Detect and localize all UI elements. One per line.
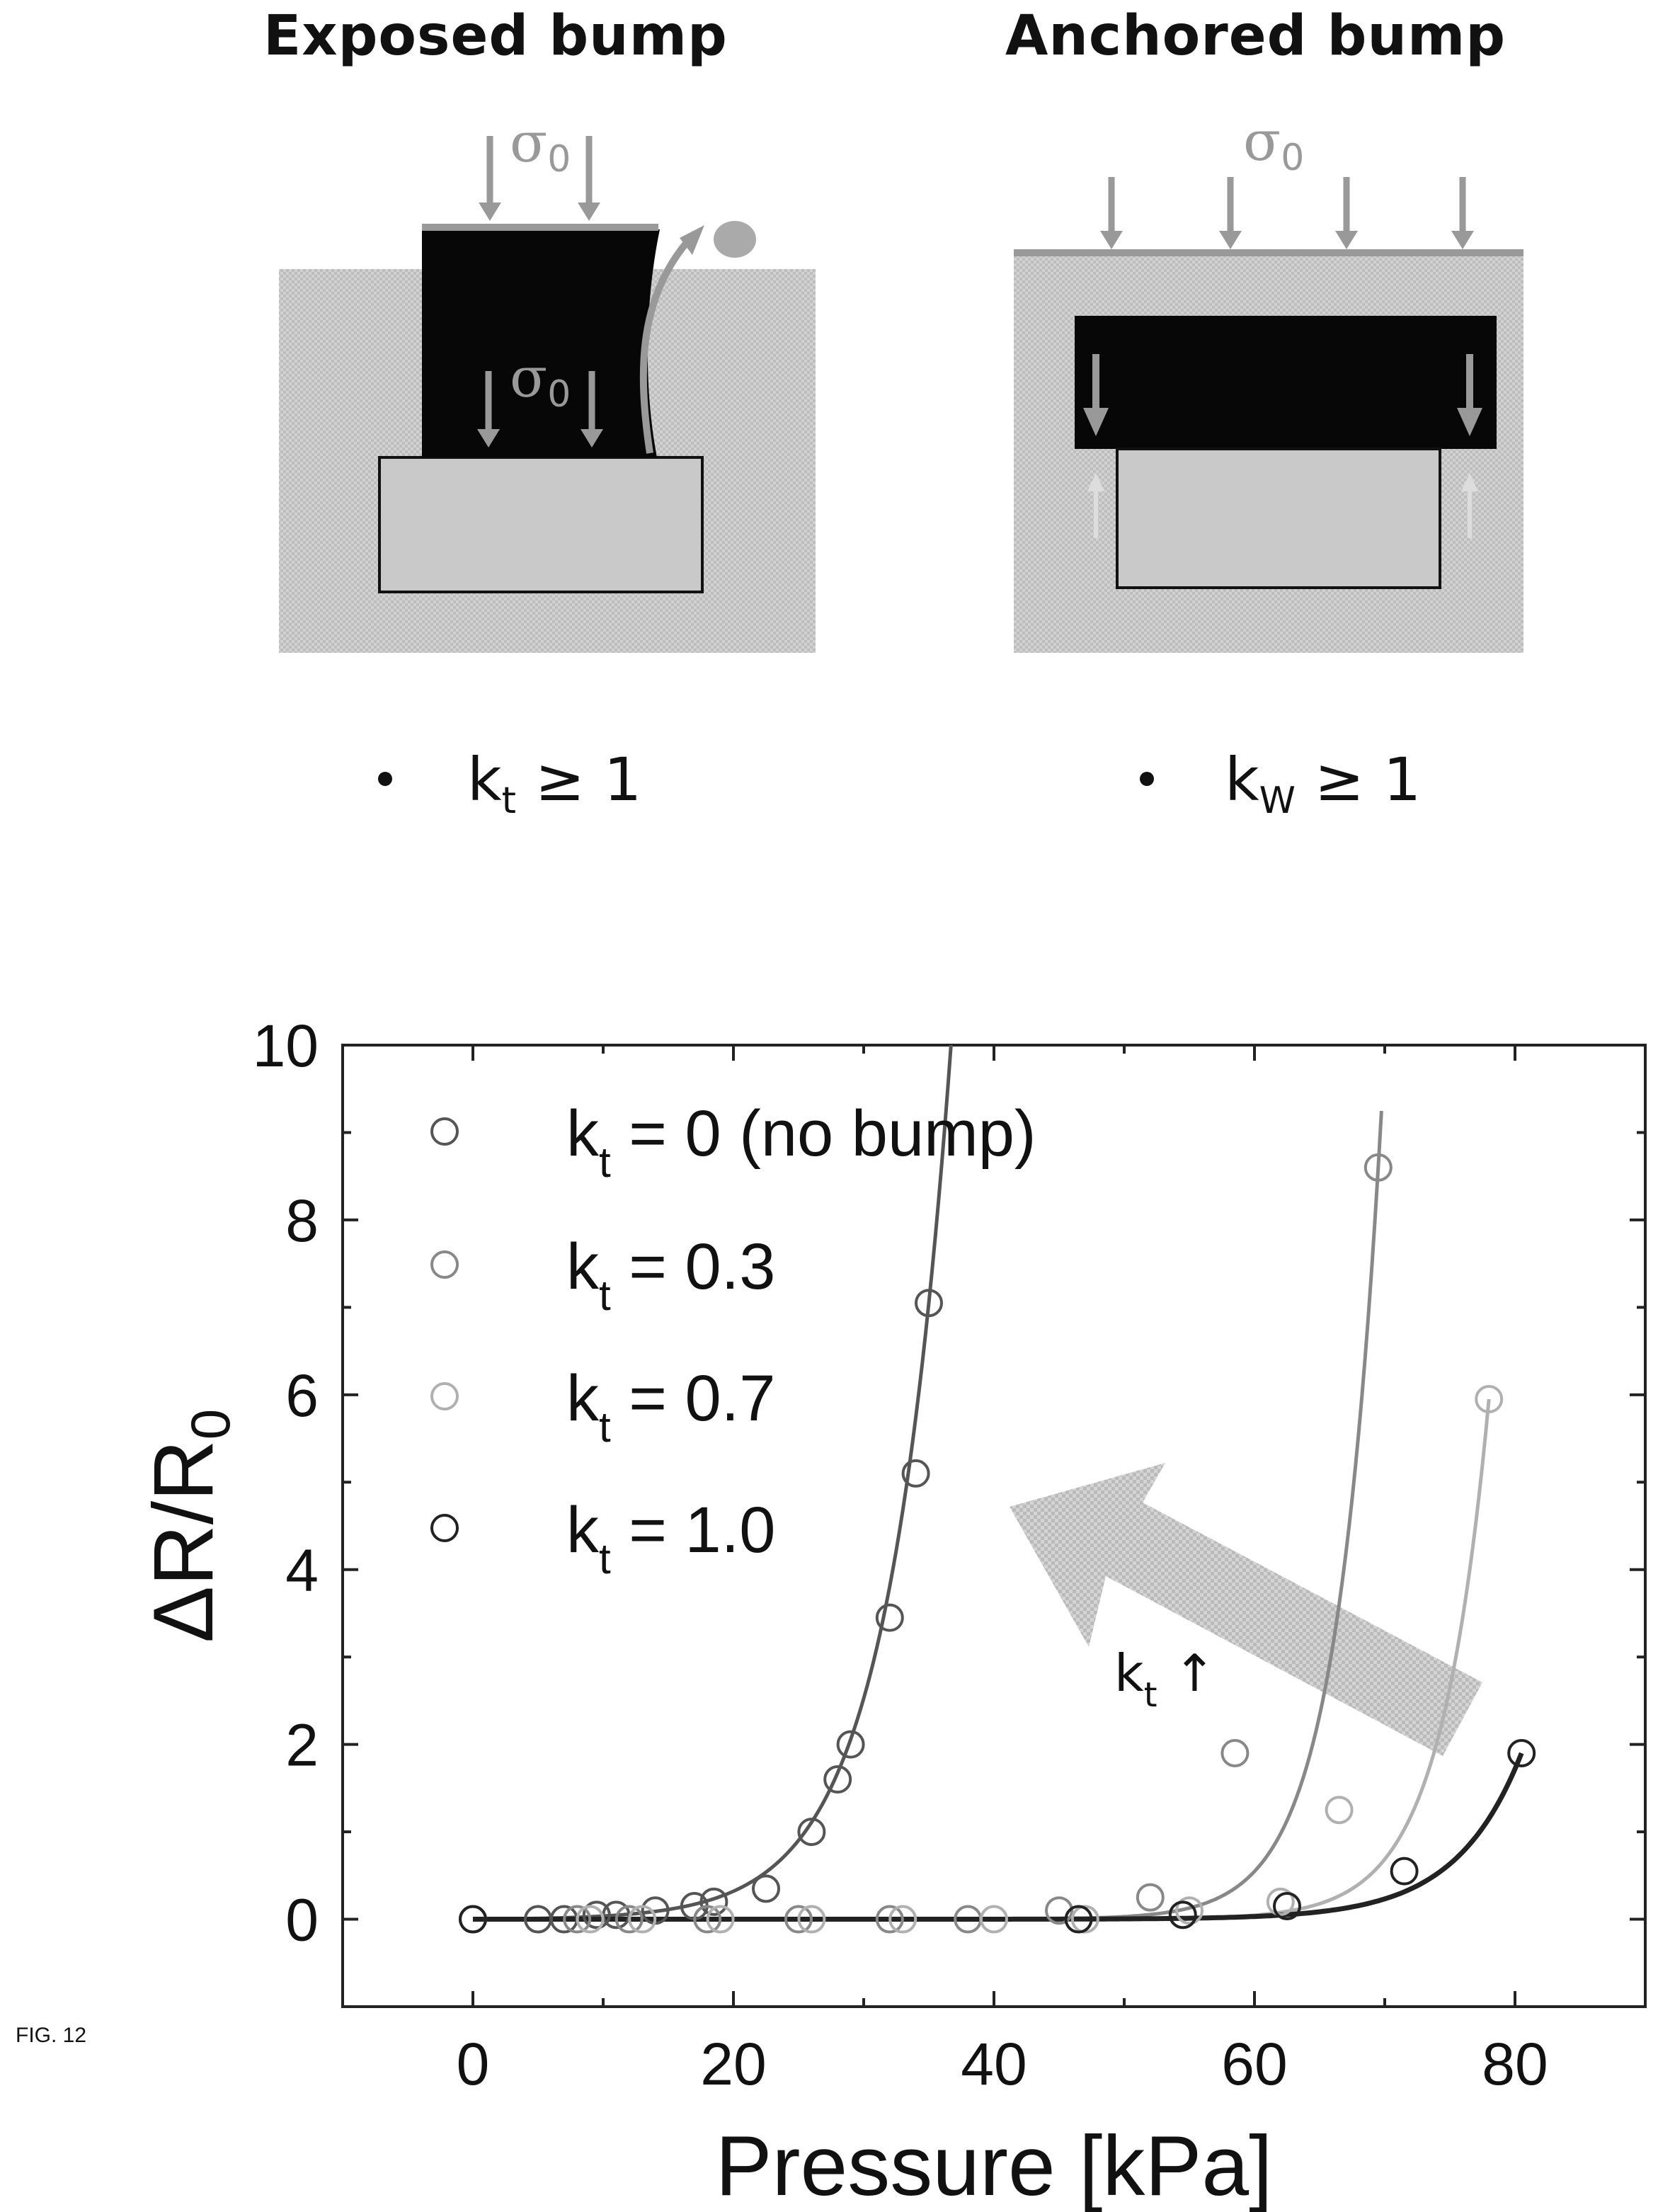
sensor-block-right [1075,316,1497,449]
bullet-right [1140,772,1154,786]
data-point [459,1905,487,1934]
condition-right: kW ≥ 1 [1225,745,1421,822]
stress-label-anchored: σ0 [1243,110,1304,179]
series-fit-line-3 [473,1752,1524,1922]
legend-label: kt = 0.7 [566,1362,775,1451]
x-tick-label: 0 [457,2031,490,2097]
y-tick-label: 0 [285,1887,319,1954]
data-point [1266,1887,1295,1916]
data-point [752,1874,780,1903]
y-tick-label: 6 [285,1362,319,1429]
chart-area: 0 20 40 60 80 0 2 4 6 8 10 kt = 0 (no bump) kt = 0.… [253,1013,1647,2097]
data-point [1175,1896,1204,1925]
data-point [563,1905,592,1934]
stress-label-exposed-top: σ0 [510,111,571,181]
data-point [901,1459,930,1488]
data-point [888,1905,917,1934]
data-point [1363,1153,1393,1182]
x-tick-label: 80 [1482,2031,1548,2097]
legend-label: kt = 0.3 [566,1231,775,1319]
stress-label-exposed-inner: σ0 [510,346,571,416]
data-point [797,1905,826,1934]
x-axis-label: Pressure [kPa] [716,2119,1273,2212]
y-tick-label: 8 [285,1187,319,1254]
data-point [1273,1892,1301,1921]
data-point [836,1730,865,1759]
x-tick-label: 40 [961,2031,1027,2097]
condition-left: kt ≥ 1 [467,745,641,822]
data-point [1168,1900,1197,1929]
data-point [1325,1796,1354,1825]
data-point [875,1905,904,1934]
data-point [1390,1857,1419,1886]
data-point [875,1603,904,1632]
data-point [1070,1905,1099,1934]
legend-label: kt = 0 (no bump) [566,1098,1036,1186]
y-tick-label: 10 [253,1013,319,1079]
flow-arrow [639,238,691,454]
legend-marker [430,1382,459,1410]
data-point [823,1765,852,1794]
data-point [1475,1384,1504,1413]
data-point [576,1905,605,1934]
series-fit-line-0 [473,1045,953,1921]
data-point [797,1818,826,1847]
bump-block-right [1116,447,1441,589]
y-tick-label: 4 [285,1537,319,1604]
legend-marker [430,1117,459,1146]
data-point [706,1905,735,1934]
data-point [1064,1905,1093,1934]
data-point [1507,1738,1536,1767]
bullet-left [378,772,392,786]
kt-arrow-annotation: kt ↑ [1114,1643,1216,1715]
exposed-bump-diagram [279,136,816,653]
data-point [614,1905,644,1934]
data-point [699,1887,728,1916]
x-tick-label: 20 [700,2031,766,2097]
top-film [422,224,658,231]
x-tick-label: 60 [1221,2031,1287,2097]
legend-label: kt = 1.0 [566,1494,775,1583]
data-point [980,1905,1008,1934]
data-point [784,1905,813,1934]
data-point [1045,1896,1073,1925]
exposed-bump-title: Exposed bump [263,4,728,68]
legend-marker [430,1514,459,1542]
kt-increase-arrow [1010,1463,1482,1756]
data-point [628,1905,657,1934]
y-axis-label: ΔR/R0 [136,1409,241,1643]
data-point [693,1905,722,1934]
bump-block [378,456,704,593]
droplet [714,221,756,258]
series-fit-line-1 [473,1110,1383,1921]
y-tick-label: 2 [285,1712,319,1779]
anchored-bump-title: Anchored bump [1005,4,1507,68]
data-point [1136,1883,1165,1912]
sensor-block [422,229,660,457]
data-point [915,1289,943,1318]
figure-label: FIG. 12 [16,2024,87,2047]
anchored-bump-diagram [1014,177,1523,653]
data-point [582,1900,611,1929]
legend-marker [430,1250,459,1279]
data-point [1220,1738,1250,1767]
